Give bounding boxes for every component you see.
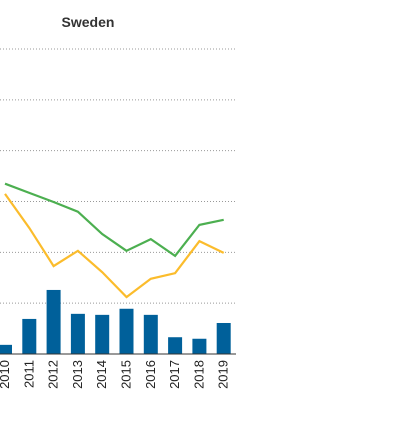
x-tick-label: 2017 <box>167 360 182 389</box>
x-tick-label: 2018 <box>191 360 206 389</box>
bar <box>46 289 61 354</box>
bar <box>119 308 134 354</box>
x-tick-label: 2015 <box>119 360 134 389</box>
x-tick-label: 2019 <box>216 360 231 389</box>
x-tick-label: 2010 <box>0 360 12 389</box>
x-tick-label: 2011 <box>21 360 36 388</box>
x-tick-label: 2016 <box>143 360 158 389</box>
bar <box>95 314 110 354</box>
bar <box>168 337 183 354</box>
bar <box>70 313 85 354</box>
bar <box>216 322 231 354</box>
bar <box>192 338 207 354</box>
bar <box>22 318 37 354</box>
chart-title: Sweden <box>62 14 115 30</box>
line <box>4 193 225 299</box>
x-tick-label: 2013 <box>70 360 85 389</box>
x-tick-label: 2012 <box>46 360 61 389</box>
x-tick-label: 2014 <box>94 360 109 389</box>
bar <box>143 314 158 354</box>
line <box>4 182 224 258</box>
bar <box>0 344 12 354</box>
